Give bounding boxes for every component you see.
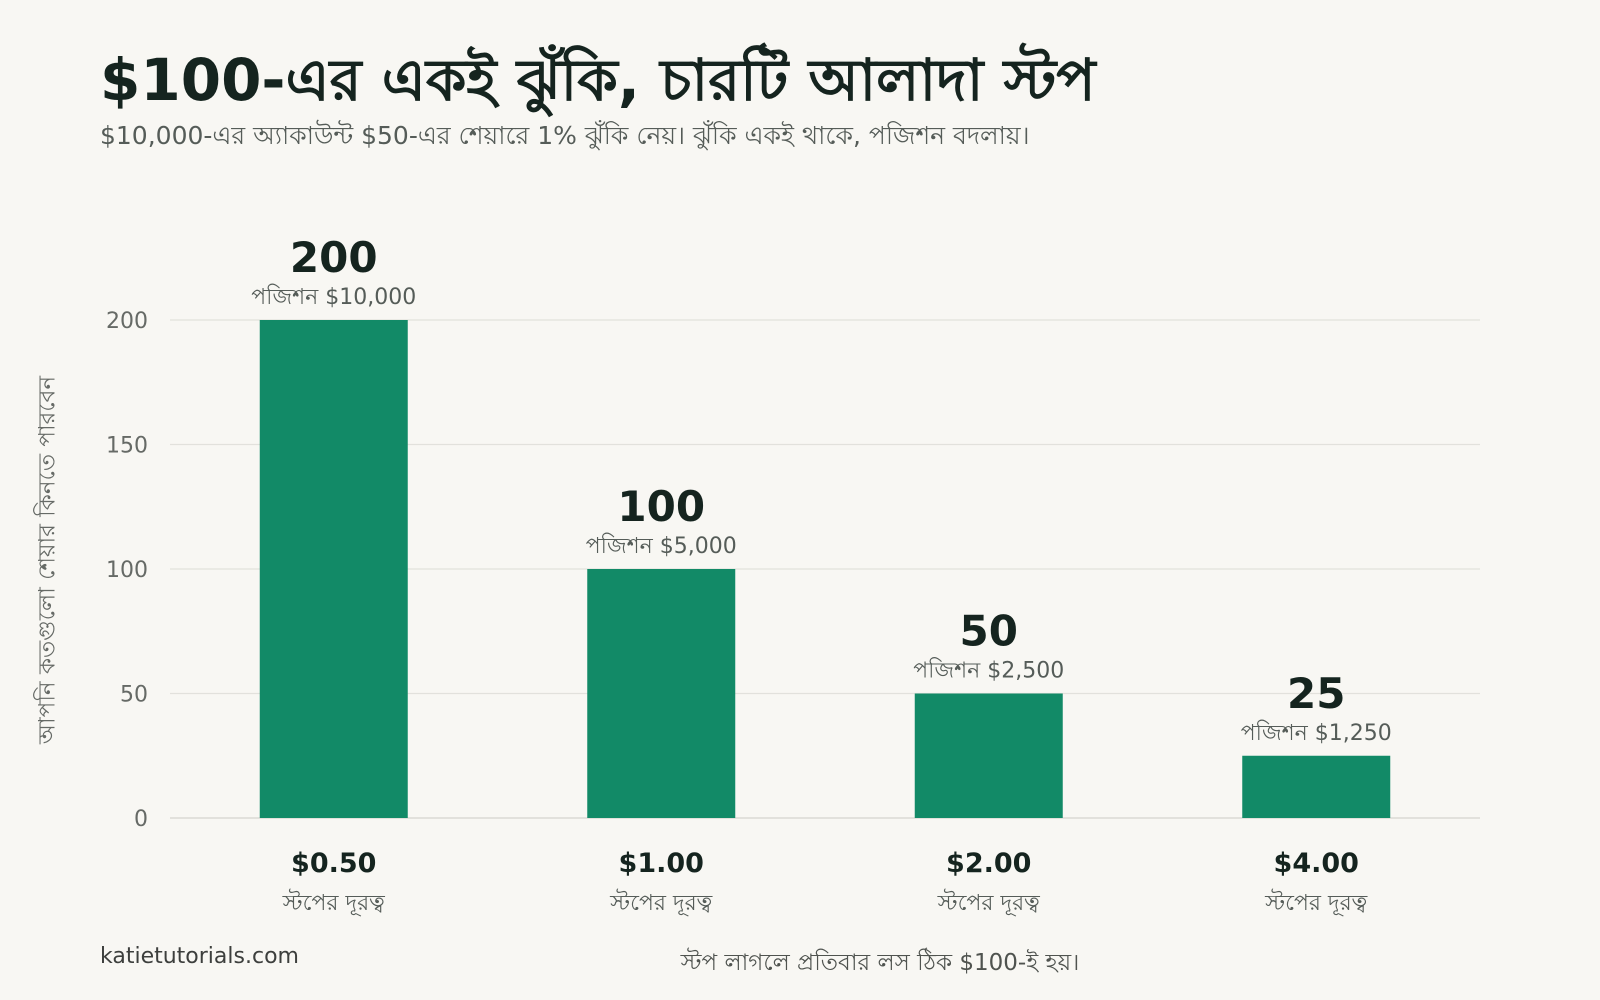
y-tick-label: 200 bbox=[106, 309, 148, 334]
x-tick-sublabel: স্টপের দূরত্ব bbox=[1264, 889, 1367, 916]
y-tick-label: 150 bbox=[106, 434, 148, 459]
chart-title: $100-এর একই ঝুঁকি, চারটি আলাদা স্টপ bbox=[100, 46, 1096, 114]
bar bbox=[914, 693, 1063, 818]
x-tick-label: $0.50 bbox=[291, 848, 376, 879]
bar-annotation: পজিশন $2,500 bbox=[913, 658, 1064, 684]
x-tick-sublabel: স্টপের দূরত্ব bbox=[282, 889, 385, 916]
x-tick-label: $2.00 bbox=[946, 848, 1031, 879]
bar-value-label: 25 bbox=[1287, 669, 1345, 718]
bar-value-label: 200 bbox=[290, 233, 378, 282]
x-tick-sublabel: স্টপের দূরত্ব bbox=[937, 889, 1040, 916]
bar-value-label: 50 bbox=[960, 607, 1018, 656]
bar-annotation: পজিশন $1,250 bbox=[1241, 720, 1392, 746]
x-tick-label: $4.00 bbox=[1274, 848, 1359, 879]
y-tick-label: 50 bbox=[120, 683, 148, 708]
bar-annotation: পজিশন $10,000 bbox=[251, 284, 416, 310]
footer-note: স্টপ লাগলে প্রতিবার লস ঠিক $100-ই হয়। bbox=[680, 950, 1080, 976]
x-tick-label: $1.00 bbox=[619, 848, 704, 879]
x-tick-sublabel: স্টপের দূরত্ব bbox=[609, 889, 712, 916]
y-tick-label: 100 bbox=[106, 558, 148, 583]
bar bbox=[1242, 755, 1391, 818]
y-tick-label: 0 bbox=[134, 807, 148, 832]
bar bbox=[587, 569, 736, 818]
chart-subtitle: $10,000-এর অ্যাকাউন্ট $50-এর শেয়ারে 1% … bbox=[100, 121, 1030, 150]
bar bbox=[259, 320, 408, 818]
bar-annotation: পজিশন $5,000 bbox=[586, 533, 737, 559]
bar-value-label: 100 bbox=[617, 482, 705, 531]
y-axis-label: আপনি কতগুলো শেয়ার কিনতে পারবেন bbox=[34, 375, 61, 745]
source-credit: katietutorials.com bbox=[100, 944, 299, 969]
